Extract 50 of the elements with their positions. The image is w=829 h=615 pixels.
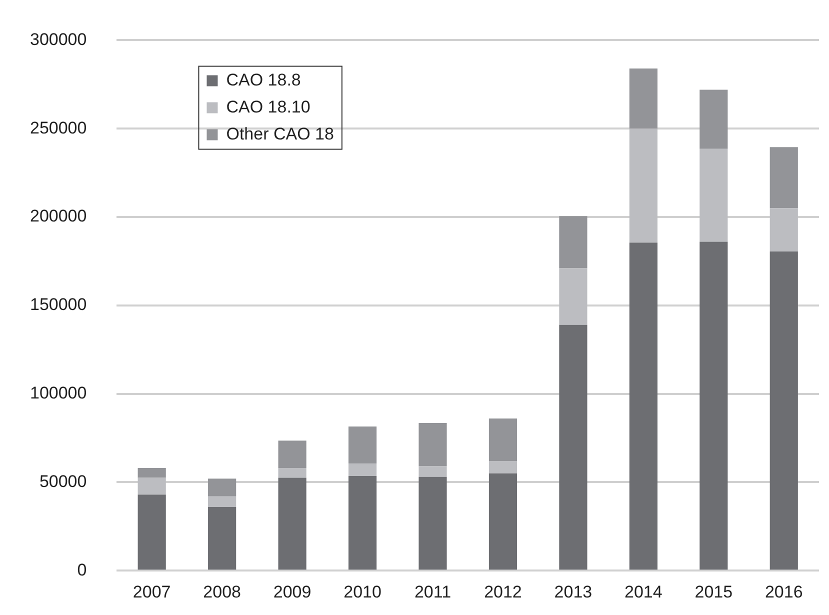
- bar: [348, 464, 377, 476]
- bar: [278, 440, 306, 468]
- bar: [559, 268, 588, 325]
- bar: [348, 476, 377, 570]
- y-tick-label: 200000: [30, 206, 87, 226]
- y-tick-label: 300000: [30, 30, 87, 49]
- y-tick-label: 0: [77, 560, 87, 580]
- x-tick-label: 2012: [484, 582, 522, 602]
- bar: [770, 251, 798, 570]
- x-tick-label: 2016: [764, 582, 803, 602]
- bar: [348, 426, 377, 464]
- legend-label: CAO 18.8: [226, 70, 301, 90]
- y-tick-label: 50000: [39, 472, 87, 491]
- bar: [208, 478, 236, 496]
- bar: [559, 216, 588, 268]
- bar: [770, 208, 798, 252]
- y-tick-label: 100000: [30, 383, 87, 402]
- y-tick-label: 150000: [30, 295, 87, 314]
- y-tick-label: 250000: [30, 118, 87, 138]
- bar: [770, 147, 798, 208]
- bar: [700, 148, 728, 242]
- bar: [559, 324, 588, 570]
- bar: [278, 478, 306, 570]
- x-tick-label: 2007: [132, 582, 171, 602]
- bar: [629, 242, 658, 570]
- x-tick-label: 2009: [273, 582, 312, 602]
- x-tick-label: 2013: [554, 582, 592, 602]
- bar: [629, 128, 658, 243]
- bar: [278, 468, 306, 478]
- bar: [700, 90, 728, 149]
- bar: [138, 468, 166, 478]
- bar: [488, 418, 518, 461]
- legend-label: Other CAO 18: [226, 124, 334, 144]
- bar: [208, 496, 236, 507]
- legend-label: CAO 18.10: [226, 97, 310, 116]
- x-tick-label: 2008: [203, 582, 241, 602]
- x-tick-label: 2010: [344, 582, 382, 602]
- bar: [488, 473, 518, 570]
- bar: [629, 68, 658, 129]
- bar: [418, 422, 447, 466]
- bar: [488, 460, 518, 474]
- x-tick-label: 2014: [624, 582, 662, 602]
- bar: [138, 494, 166, 570]
- x-tick-label: 2011: [414, 582, 452, 602]
- bar: [700, 242, 728, 570]
- x-tick-label: 2015: [694, 582, 733, 602]
- bar: [138, 478, 166, 495]
- bar: [208, 506, 236, 570]
- bar: [418, 476, 447, 570]
- bar: [418, 466, 447, 477]
